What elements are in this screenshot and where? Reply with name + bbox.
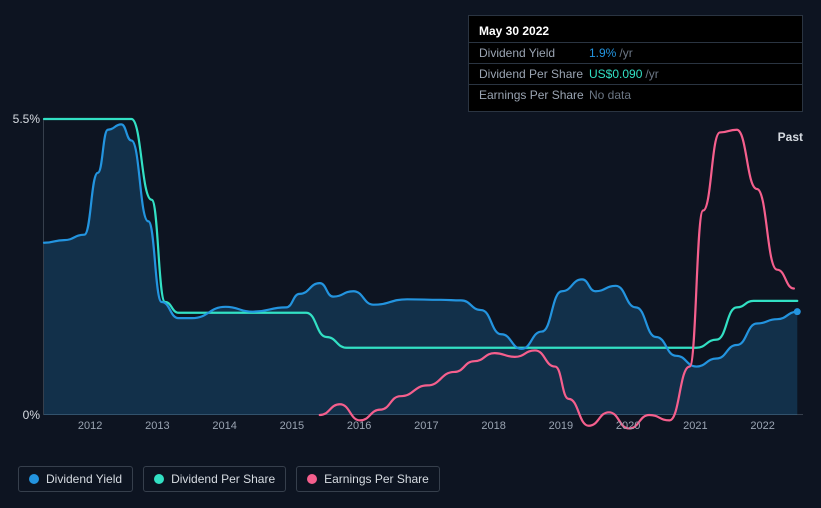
x-axis-label: 2022 xyxy=(750,420,774,432)
x-axis-label: 2019 xyxy=(549,420,573,432)
x-axis-label: 2020 xyxy=(616,420,640,432)
x-axis-label: 2015 xyxy=(280,420,304,432)
tooltip-label: Dividend Yield xyxy=(479,46,589,60)
tooltip-unit: /yr xyxy=(619,46,632,60)
x-axis-label: 2021 xyxy=(683,420,707,432)
legend: Dividend Yield Dividend Per Share Earnings… xyxy=(18,466,440,492)
tooltip-row: Earnings Per ShareNo data xyxy=(469,84,802,105)
x-axis-label: 2016 xyxy=(347,420,371,432)
tooltip-value: US$0.090 xyxy=(589,67,642,81)
x-axis-label: 2012 xyxy=(78,420,102,432)
tooltip-value: 1.9% xyxy=(589,46,616,60)
legend-swatch xyxy=(307,474,317,484)
legend-label: Dividend Per Share xyxy=(171,472,275,486)
x-axis-label: 2013 xyxy=(145,420,169,432)
y-axis-label: 5.5% xyxy=(13,112,40,126)
legend-swatch xyxy=(154,474,164,484)
tooltip-value: No data xyxy=(589,88,631,102)
legend-label: Earnings Per Share xyxy=(324,472,429,486)
chart-plot-area[interactable] xyxy=(43,119,803,415)
x-axis-label: 2017 xyxy=(414,420,438,432)
tooltip-label: Dividend Per Share xyxy=(479,67,589,81)
legend-item[interactable]: Earnings Per Share xyxy=(296,466,440,492)
legend-item[interactable]: Dividend Per Share xyxy=(143,466,286,492)
tooltip-date: May 30 2022 xyxy=(469,22,802,42)
hover-marker xyxy=(794,308,801,315)
x-axis-labels: 2012 2013 2014 2015 2016 2017 2018 2019 2020 2021… xyxy=(43,420,803,436)
legend-label: Dividend Yield xyxy=(46,472,122,486)
tooltip-label: Earnings Per Share xyxy=(479,88,589,102)
tooltip-row: Dividend Yield1.9%/yr xyxy=(469,42,802,63)
y-axis-label: 0% xyxy=(23,408,40,422)
x-axis-label: 2018 xyxy=(481,420,505,432)
x-axis-label: 2014 xyxy=(212,420,236,432)
legend-item[interactable]: Dividend Yield xyxy=(18,466,133,492)
hover-tooltip: May 30 2022 Dividend Yield1.9%/yrDividen… xyxy=(468,15,803,112)
tooltip-row: Dividend Per ShareUS$0.090/yr xyxy=(469,63,802,84)
tooltip-unit: /yr xyxy=(645,67,658,81)
legend-swatch xyxy=(29,474,39,484)
chart-container: May 30 2022 Dividend Yield1.9%/yrDividen… xyxy=(0,0,821,508)
